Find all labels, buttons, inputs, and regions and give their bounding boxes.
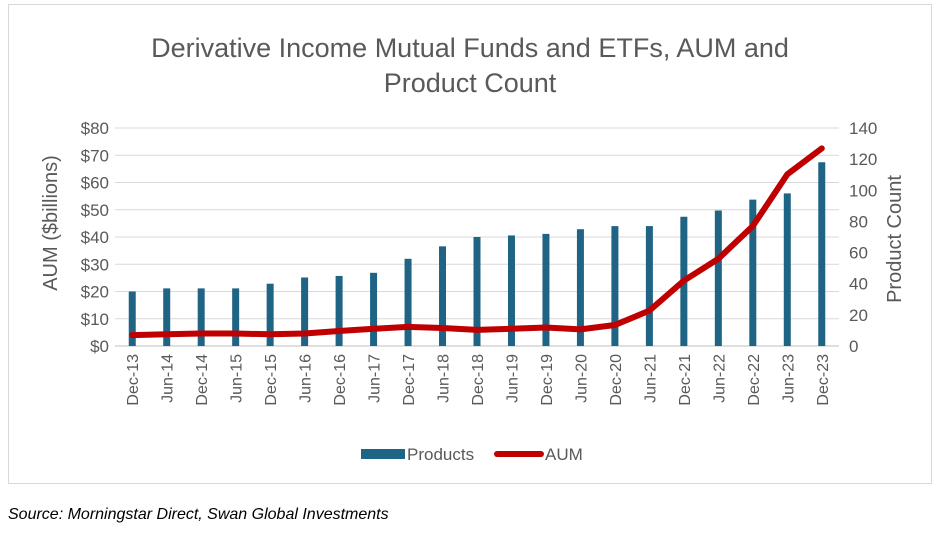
x-tick-label: Dec-14 — [194, 354, 211, 406]
product-bar — [714, 210, 722, 346]
right-tick-label: 140 — [849, 119, 877, 138]
product-bar — [473, 237, 481, 346]
aum-line-path — [129, 145, 825, 339]
product-bar — [542, 233, 550, 346]
aum-line — [129, 145, 825, 339]
x-tick-label: Dec-15 — [263, 354, 280, 406]
right-axis-ticks: 0 20 40 60 80 100 120 140 — [849, 119, 877, 356]
x-tick-label: Dec-20 — [608, 354, 625, 406]
product-bar — [266, 283, 274, 346]
right-tick-label: 120 — [849, 150, 877, 169]
product-bar — [197, 288, 205, 346]
left-axis-ticks: $0 $10 $20 $30 $40 $50 $60 $70 $80 — [81, 119, 109, 356]
x-tick-label: Jun-21 — [642, 354, 659, 403]
x-tick-label: Jun-18 — [436, 354, 453, 403]
product-bar — [370, 272, 378, 346]
chart: Derivative Income Mutual Funds and ETFs,… — [40, 33, 906, 464]
right-tick-label: 0 — [849, 337, 858, 356]
source-note: Source: Morningstar Direct, Swan Global … — [8, 506, 389, 523]
x-tick-label: Jun-17 — [367, 354, 384, 403]
left-tick-label: $80 — [81, 119, 109, 138]
chart-title-line-1: Derivative Income Mutual Funds and ETFs,… — [151, 33, 789, 63]
product-bar — [818, 162, 826, 346]
product-bars — [128, 162, 826, 346]
product-bar — [439, 246, 447, 346]
x-axis-ticks: Dec-13 Jun-14 Dec-14 Jun-15 Dec-15 Jun-16 Dec-… — [125, 354, 832, 406]
product-bar — [301, 277, 309, 346]
product-bar — [507, 235, 515, 346]
left-tick-label: $60 — [81, 174, 109, 193]
left-tick-label: $70 — [81, 146, 109, 165]
x-tick-label: Dec-23 — [815, 354, 832, 406]
left-axis-label: AUM ($billions) — [40, 155, 62, 291]
legend-swatch-products — [361, 449, 405, 459]
x-tick-label: Jun-20 — [573, 354, 590, 403]
chart-title-line-2: Product Count — [384, 68, 557, 98]
x-tick-label: Dec-22 — [746, 354, 763, 406]
x-tick-label: Dec-17 — [401, 354, 418, 406]
x-tick-label: Jun-19 — [504, 354, 521, 403]
x-tick-label: Jun-23 — [780, 354, 797, 403]
left-tick-label: $30 — [81, 255, 109, 274]
product-bar — [749, 199, 757, 346]
chart-frame: Derivative Income Mutual Funds and ETFs,… — [8, 4, 932, 484]
x-tick-label: Dec-13 — [125, 354, 142, 406]
right-axis-label: Product Count — [884, 175, 906, 303]
left-tick-label: $10 — [81, 310, 109, 329]
x-tick-label: Dec-18 — [470, 354, 487, 406]
product-bar — [576, 229, 584, 346]
left-tick-label: $20 — [81, 283, 109, 302]
right-tick-label: 100 — [849, 181, 877, 200]
x-tick-label: Jun-15 — [229, 354, 246, 403]
product-bar — [232, 288, 240, 346]
legend-label-products: Products — [407, 445, 474, 464]
left-tick-label: $0 — [90, 337, 109, 356]
product-bar — [611, 226, 619, 346]
legend: Products AUM — [361, 445, 583, 464]
right-tick-label: 40 — [849, 275, 868, 294]
product-bar — [404, 258, 412, 346]
x-tick-label: Dec-19 — [539, 354, 556, 406]
x-tick-label: Dec-16 — [332, 354, 349, 406]
product-bar — [645, 226, 653, 346]
chart-title: Derivative Income Mutual Funds and ETFs,… — [151, 33, 789, 98]
x-tick-label: Jun-22 — [711, 354, 728, 403]
right-tick-label: 20 — [849, 306, 868, 325]
x-tick-label: Jun-16 — [298, 354, 315, 403]
product-bar — [335, 275, 343, 346]
product-bar — [163, 288, 171, 346]
x-tick-label: Dec-21 — [677, 354, 694, 406]
legend-label-aum: AUM — [545, 445, 583, 464]
left-tick-label: $50 — [81, 201, 109, 220]
product-bar — [128, 291, 136, 346]
left-tick-label: $40 — [81, 228, 109, 247]
right-tick-label: 60 — [849, 244, 868, 263]
x-tick-label: Jun-14 — [160, 354, 177, 403]
right-tick-label: 80 — [849, 212, 868, 231]
product-bar — [783, 193, 791, 346]
